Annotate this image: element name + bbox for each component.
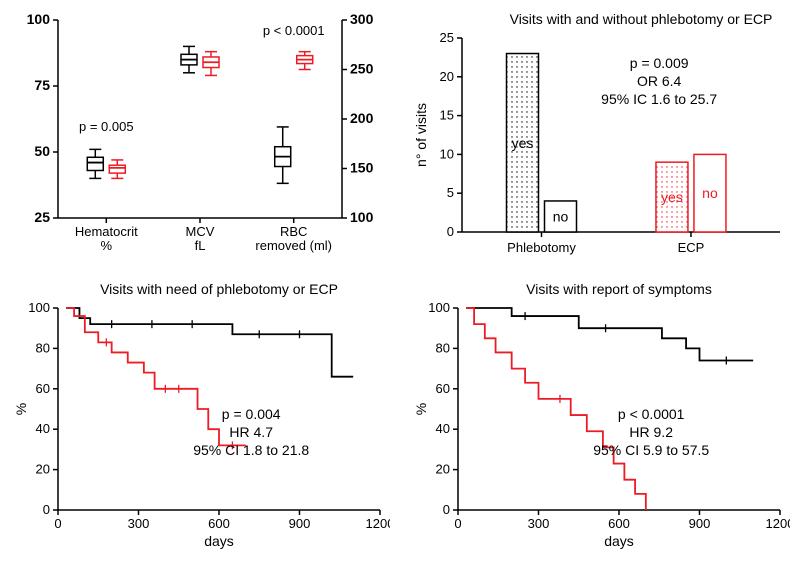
svg-text:Hematocrit: Hematocrit — [75, 224, 138, 239]
svg-text:1200: 1200 — [366, 516, 390, 531]
svg-text:no: no — [553, 208, 569, 224]
svg-text:20: 20 — [36, 462, 50, 477]
svg-text:900: 900 — [289, 516, 311, 531]
svg-text:p < 0.0001: p < 0.0001 — [263, 23, 325, 38]
svg-text:0: 0 — [443, 502, 450, 517]
svg-text:300: 300 — [350, 11, 374, 27]
svg-text:%: % — [413, 403, 429, 415]
svg-text:n° of visits: n° of visits — [413, 103, 429, 167]
svg-text:HR 4.7: HR 4.7 — [229, 424, 273, 440]
svg-text:0: 0 — [447, 224, 454, 239]
svg-text:600: 600 — [608, 516, 630, 531]
svg-text:100: 100 — [28, 300, 50, 315]
svg-text:Visits with and without phlebo: Visits with and without phlebotomy or EC… — [510, 11, 773, 27]
svg-text:40: 40 — [436, 421, 450, 436]
svg-text:Visits with need of phlebotomy: Visits with need of phlebotomy or ECP — [100, 281, 338, 297]
panel-boxplot: 25 50 75 100 100 150 200 250 300 Hematocrit% p = 0… — [10, 10, 390, 270]
svg-text:no: no — [702, 185, 718, 201]
svg-text:p = 0.004: p = 0.004 — [222, 406, 281, 422]
panel-barchart: Visits with and without phlebotomy or EC… — [410, 10, 790, 270]
svg-text:0: 0 — [454, 516, 461, 531]
svg-text:Phlebotomy: Phlebotomy — [507, 240, 576, 255]
svg-text:Visits with report of symptoms: Visits with report of symptoms — [526, 281, 712, 297]
svg-text:HR 9.2: HR 9.2 — [629, 424, 673, 440]
svg-text:250: 250 — [350, 61, 374, 77]
svg-text:yes: yes — [512, 135, 534, 151]
svg-text:900: 900 — [689, 516, 711, 531]
svg-text:150: 150 — [350, 160, 374, 176]
svg-text:15: 15 — [440, 108, 454, 123]
panel-survival-phlebotomy: Visits with need of phlebotomy or ECP 0 30… — [10, 280, 390, 550]
svg-text:0: 0 — [54, 516, 61, 531]
svg-text:removed (ml): removed (ml) — [255, 238, 332, 253]
svg-text:300: 300 — [128, 516, 150, 531]
svg-text:300: 300 — [528, 516, 550, 531]
svg-text:100: 100 — [428, 300, 450, 315]
svg-text:40: 40 — [36, 421, 50, 436]
svg-text:75: 75 — [34, 77, 50, 93]
svg-text:600: 600 — [208, 516, 230, 531]
svg-text:MCV: MCV — [186, 224, 215, 239]
svg-text:25: 25 — [34, 209, 50, 225]
svg-text:p = 0.009: p = 0.009 — [630, 55, 689, 71]
panel-survival-symptoms: Visits with report of symptoms0300600900… — [410, 280, 790, 550]
svg-text:10: 10 — [440, 146, 454, 161]
svg-text:95% CI 5.9 to 57.5: 95% CI 5.9 to 57.5 — [593, 442, 709, 458]
svg-text:%: % — [100, 238, 112, 253]
svg-text:100: 100 — [27, 11, 51, 27]
svg-text:days: days — [604, 533, 634, 549]
svg-text:100: 100 — [350, 209, 374, 225]
svg-text:50: 50 — [34, 143, 50, 159]
svg-text:95% IC 1.6 to 25.7: 95% IC 1.6 to 25.7 — [601, 91, 717, 107]
svg-text:ECP: ECP — [678, 240, 705, 255]
svg-text:%: % — [13, 403, 29, 415]
svg-text:20: 20 — [440, 69, 454, 84]
svg-text:1200: 1200 — [766, 516, 790, 531]
svg-text:OR 6.4: OR 6.4 — [637, 73, 682, 89]
svg-text:yes: yes — [661, 189, 683, 205]
svg-text:p = 0.005: p = 0.005 — [79, 119, 134, 134]
svg-text:95% CI 1.8 to 21.8: 95% CI 1.8 to 21.8 — [193, 442, 309, 458]
svg-text:200: 200 — [350, 110, 374, 126]
svg-text:fL: fL — [195, 238, 206, 253]
svg-text:20: 20 — [436, 462, 450, 477]
svg-text:5: 5 — [447, 185, 454, 200]
svg-text:60: 60 — [436, 381, 450, 396]
svg-text:0: 0 — [43, 502, 50, 517]
svg-text:days: days — [204, 533, 234, 549]
svg-text:80: 80 — [36, 340, 50, 355]
svg-text:RBC: RBC — [280, 224, 307, 239]
svg-text:p < 0.0001: p < 0.0001 — [618, 406, 685, 422]
svg-text:80: 80 — [436, 340, 450, 355]
svg-text:25: 25 — [440, 30, 454, 45]
svg-text:60: 60 — [36, 381, 50, 396]
